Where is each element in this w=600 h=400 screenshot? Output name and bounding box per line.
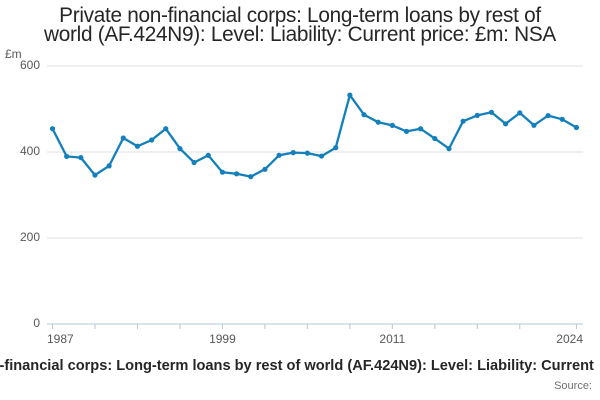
svg-text:1987: 1987: [47, 332, 74, 346]
svg-text:200: 200: [20, 230, 40, 244]
svg-text:600: 600: [20, 58, 40, 72]
svg-text:2024: 2024: [556, 332, 583, 346]
svg-text:2011: 2011: [379, 332, 405, 346]
svg-text:1999: 1999: [209, 332, 236, 346]
svg-text:£m: £m: [5, 47, 22, 61]
svg-text:400: 400: [20, 144, 40, 158]
svg-text:0: 0: [33, 316, 40, 330]
